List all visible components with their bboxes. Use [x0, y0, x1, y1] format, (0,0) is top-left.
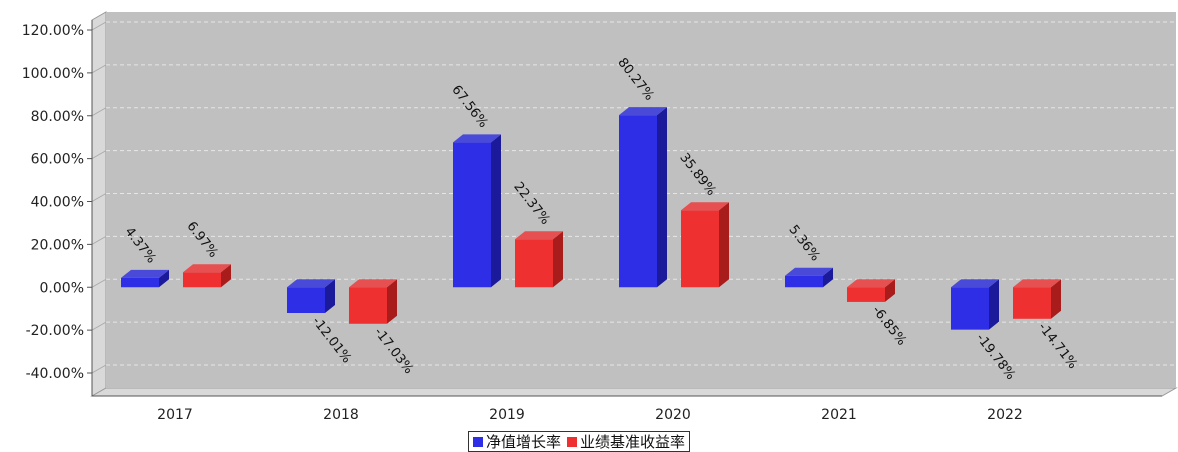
x-tick-label: 2019 — [489, 407, 525, 423]
x-tick-label: 2018 — [323, 407, 359, 423]
legend-label-nav-growth: 净值增长率 — [486, 431, 561, 452]
bar-benchmark-return-2022 — [1013, 279, 1061, 319]
bar-benchmark-return-2019 — [515, 231, 563, 287]
y-tick-label: 60.00% — [31, 152, 84, 168]
bar-front — [847, 287, 885, 302]
bar-nav-growth-2019 — [453, 134, 501, 287]
bar-front — [287, 287, 325, 313]
bar-front — [1013, 287, 1051, 319]
y-tick-label: -40.00% — [26, 366, 84, 382]
bar-nav-growth-2022 — [951, 279, 999, 329]
y-tick-label: 80.00% — [31, 109, 84, 125]
plot-left-wall — [92, 12, 106, 396]
x-tick-label: 2020 — [655, 407, 691, 423]
bar-nav-growth-2020 — [619, 107, 667, 287]
bar-side — [719, 202, 729, 287]
bar-benchmark-return-2018 — [349, 279, 397, 324]
bar-front — [951, 287, 989, 329]
y-tick-label: 120.00% — [22, 23, 84, 39]
bar-front — [619, 115, 657, 287]
bar-nav-growth-2018 — [287, 279, 335, 313]
bar-front — [183, 272, 221, 287]
bar-side — [657, 107, 667, 287]
legend-swatch-nav-growth — [473, 437, 483, 447]
bar-nav-growth-2021 — [785, 268, 833, 287]
bar-front — [121, 278, 159, 287]
x-tick-label: 2017 — [157, 407, 193, 423]
bar-side — [553, 231, 563, 287]
legend-item-nav-growth: 净值增长率 — [473, 431, 561, 452]
y-tick-label: 100.00% — [22, 66, 84, 82]
legend: 净值增长率 业绩基准收益率 — [468, 431, 690, 452]
x-tick-label: 2022 — [987, 407, 1023, 423]
y-tick-label: 40.00% — [31, 195, 84, 211]
bar-front — [681, 210, 719, 287]
bar-side — [491, 134, 501, 287]
legend-label-benchmark-return: 业绩基准收益率 — [580, 431, 685, 452]
bar-side — [989, 279, 999, 329]
bar-front — [785, 276, 823, 287]
y-axis-ticks: 120.00% 100.00% 80.00% 60.00% 40.00% 20.00% 0.… — [22, 23, 92, 382]
x-tick-label: 2021 — [821, 407, 857, 423]
bar-front — [515, 239, 553, 287]
legend-swatch-benchmark-return — [567, 437, 577, 447]
bar-benchmark-return-2021 — [847, 279, 895, 302]
bar-front — [453, 142, 491, 287]
plot-floor — [92, 388, 1176, 396]
y-tick-label: 0.00% — [40, 280, 84, 296]
y-tick-label: 20.00% — [31, 237, 84, 253]
x-axis-ticks: 2017 2018 2019 2020 2021 2022 — [157, 407, 1023, 423]
legend-item-benchmark-return: 业绩基准收益率 — [567, 431, 685, 452]
y-tick-label: -20.00% — [26, 323, 84, 339]
bar-benchmark-return-2020 — [681, 202, 729, 287]
bar-benchmark-return-2017 — [183, 264, 231, 287]
bar-front — [349, 287, 387, 324]
bar-nav-growth-2017 — [121, 270, 169, 287]
